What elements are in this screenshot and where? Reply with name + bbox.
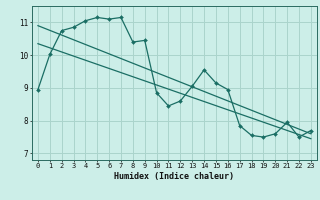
X-axis label: Humidex (Indice chaleur): Humidex (Indice chaleur) [115,172,234,181]
